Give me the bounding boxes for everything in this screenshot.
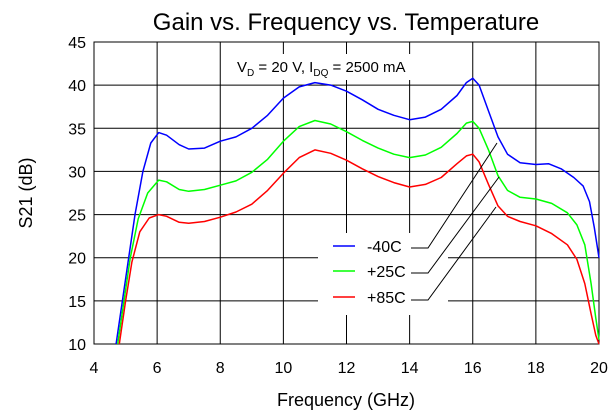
- x-tick-label: 6: [153, 360, 162, 377]
- series-line-plus25c: [116, 119, 600, 345]
- leader-line-plus85c: [411, 206, 497, 301]
- bias-condition-text: VD = 20 V, IDQ = 2500 mA: [237, 59, 405, 79]
- legend-label-plus85c: +85C: [367, 290, 406, 307]
- y-tick-label: 25: [68, 208, 86, 225]
- series-line-minus40c: [115, 77, 600, 345]
- y-tick-label: 15: [68, 294, 86, 311]
- plot-area-border: [93, 41, 600, 345]
- series-lines: [115, 77, 600, 345]
- x-tick-label: 16: [464, 360, 482, 377]
- leader-line-minus40c: [411, 142, 498, 249]
- x-tick-label: 4: [90, 360, 99, 377]
- series-line-plus85c: [118, 149, 600, 345]
- x-tick-label: 14: [401, 360, 419, 377]
- x-tick-label: 10: [274, 360, 292, 377]
- legend-label-minus40c: -40C: [367, 239, 402, 256]
- y-tick-label: 35: [68, 121, 86, 138]
- leader-line-plus25c: [411, 176, 500, 274]
- annotation-background: [228, 54, 458, 80]
- vd-subscript: D: [247, 68, 254, 79]
- legend-label-plus25c: +25C: [367, 264, 406, 281]
- chart-title: Gain vs. Frequency vs. Temperature: [153, 9, 539, 36]
- idq-value: = 2500 mA: [328, 59, 405, 76]
- x-tick-label: 18: [527, 360, 545, 377]
- y-tick-label: 10: [68, 337, 86, 354]
- y-tick-label: 30: [68, 164, 86, 181]
- x-axis-ticks: 4 6 8 10 12 14 16 18 20: [90, 360, 608, 377]
- y-tick-label: 40: [68, 78, 86, 95]
- bias-annotation: VD = 20 V, IDQ = 2500 mA: [228, 54, 458, 80]
- x-tick-label: 20: [590, 360, 608, 377]
- vd-symbol: V: [237, 59, 247, 76]
- x-tick-label: 12: [338, 360, 356, 377]
- x-axis-label: Frequency (GHz): [277, 390, 415, 410]
- idq-symbol: I: [309, 59, 313, 76]
- y-axis-label: S21 (dB): [16, 157, 36, 228]
- y-tick-label: 20: [68, 251, 86, 268]
- x-tick-label: 8: [216, 360, 225, 377]
- vd-value: = 20 V,: [254, 59, 309, 76]
- y-axis-ticks: 10 15 20 25 30 35 40 45: [68, 35, 86, 354]
- idq-subscript: DQ: [313, 68, 328, 79]
- legend: -40C +25C +85C: [318, 142, 500, 315]
- y-tick-label: 45: [68, 35, 86, 52]
